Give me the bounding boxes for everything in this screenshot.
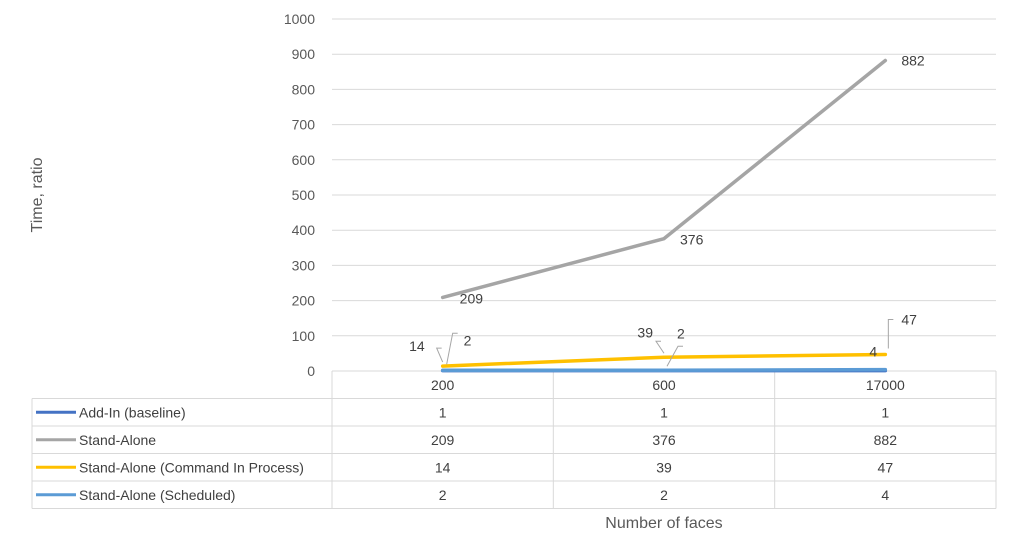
series-lines [440, 58, 888, 373]
y-tick-label: 600 [292, 152, 316, 168]
series-line [440, 367, 888, 373]
x-tick-label: 600 [652, 377, 676, 393]
y-axis-title: Time, ratio [29, 157, 46, 232]
data-label: 4 [869, 344, 877, 360]
y-tick-label: 1000 [284, 11, 315, 27]
y-tick-label: 100 [292, 328, 316, 344]
data-labels: 209 376 882 14 39 47 2 2 4 [409, 53, 925, 367]
data-label-leader [446, 332, 458, 365]
y-tick-label: 700 [292, 117, 316, 133]
data-label-leader [655, 340, 665, 354]
legend-label: Stand-Alone [79, 432, 156, 448]
y-tick-label: 0 [307, 363, 315, 379]
y-tick-label: 900 [292, 46, 316, 62]
table-cell: 47 [878, 460, 894, 476]
y-tick-label: 400 [292, 222, 316, 238]
table-cell: 2 [660, 487, 668, 503]
data-label: 376 [680, 232, 704, 248]
data-label: 209 [460, 290, 484, 306]
series-line [440, 352, 888, 368]
y-tick-label: 800 [292, 81, 316, 97]
data-label: 2 [677, 325, 685, 341]
data-label: 39 [637, 324, 653, 340]
table-cell: 39 [656, 460, 672, 476]
y-axis-ticks: 0 100 200 300 400 500 600 700 800 900 1000 [284, 11, 315, 379]
data-label: 14 [409, 338, 425, 354]
y-tick-label: 300 [292, 257, 316, 273]
x-tick-label: 200 [431, 377, 455, 393]
table-cell: 1 [881, 405, 889, 421]
table-cell: 376 [652, 432, 676, 448]
table-cell: 1 [660, 405, 668, 421]
legend-label: Stand-Alone (Command In Process) [79, 460, 304, 476]
data-label: 47 [901, 311, 917, 327]
data-table: 200 600 17000 Add-In (baseline) 1 1 1 Stand-Alo… [31, 370, 997, 509]
x-tick-label: 17000 [866, 377, 905, 393]
data-label-leader [887, 318, 894, 349]
table-cell: 209 [431, 432, 455, 448]
table-cell: 1 [439, 405, 447, 421]
data-label-leader [435, 347, 444, 363]
gridlines [332, 18, 996, 372]
y-tick-label: 200 [292, 293, 316, 309]
data-label-leader [666, 345, 683, 367]
table-cell: 14 [435, 460, 451, 476]
series-line [440, 58, 888, 300]
data-label: 882 [901, 53, 925, 69]
legend-label: Add-In (baseline) [79, 405, 186, 421]
legend-label: Stand-Alone (Scheduled) [79, 487, 235, 503]
data-label: 2 [464, 332, 472, 348]
y-tick-label: 500 [292, 187, 316, 203]
table-cell: 4 [881, 487, 889, 503]
table-cell: 2 [439, 487, 447, 503]
table-cell: 882 [874, 432, 898, 448]
x-axis-title: Number of faces [605, 515, 722, 532]
